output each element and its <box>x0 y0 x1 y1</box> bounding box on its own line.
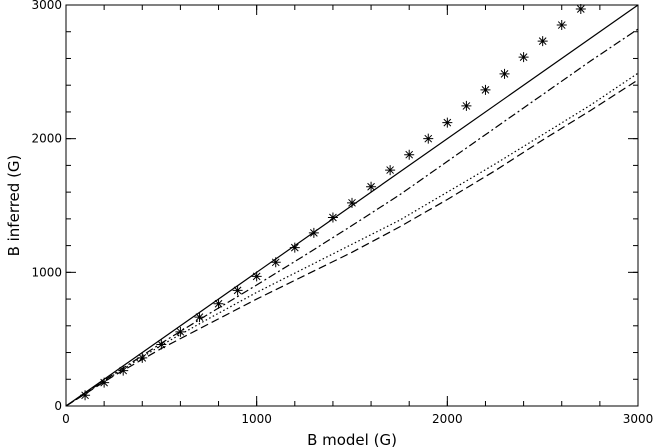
plot-frame <box>65 4 639 407</box>
data-point <box>575 4 586 15</box>
data-point <box>537 36 548 47</box>
x-tick-label: 2000 <box>432 412 463 426</box>
data-point <box>518 52 529 63</box>
axes: 0 1000 2000 3000 0 1000 2000 3000 <box>31 0 653 426</box>
data-point <box>213 298 224 309</box>
data-point <box>80 390 91 401</box>
x-axis-label: B model (G) <box>307 431 397 448</box>
data-point <box>194 312 205 323</box>
y-axis-label: B inferred (G) <box>5 155 23 257</box>
data-point <box>137 352 148 363</box>
data-point <box>99 377 110 388</box>
y-tick-label: 2000 <box>31 132 62 146</box>
data-point <box>232 285 243 296</box>
data-point <box>156 339 167 350</box>
data-point <box>404 149 415 160</box>
data-point <box>461 100 472 111</box>
series-asterisk-points <box>80 4 586 401</box>
x-tick-label: 1000 <box>241 412 272 426</box>
series-line-dotted <box>65 72 639 407</box>
data-point <box>442 117 453 128</box>
data-point <box>347 197 357 208</box>
y-tick-label: 1000 <box>31 265 62 279</box>
plot-area <box>65 4 639 407</box>
data-point <box>385 165 396 176</box>
data-point <box>480 84 491 95</box>
data-point <box>118 365 129 376</box>
x-tick-label: 0 <box>62 412 70 426</box>
data-point <box>270 257 281 268</box>
series-line-dash-dot <box>65 28 639 407</box>
x-tick-label: 3000 <box>623 412 654 426</box>
data-point <box>327 212 338 223</box>
data-point <box>556 20 567 31</box>
data-point <box>289 242 300 253</box>
data-point <box>423 133 434 144</box>
y-tick-label: 0 <box>54 399 62 413</box>
data-point <box>366 181 377 192</box>
data-point <box>308 227 319 238</box>
data-point <box>175 326 186 337</box>
y-tick-label: 3000 <box>31 0 62 12</box>
data-point <box>499 68 510 79</box>
data-point <box>251 271 262 282</box>
